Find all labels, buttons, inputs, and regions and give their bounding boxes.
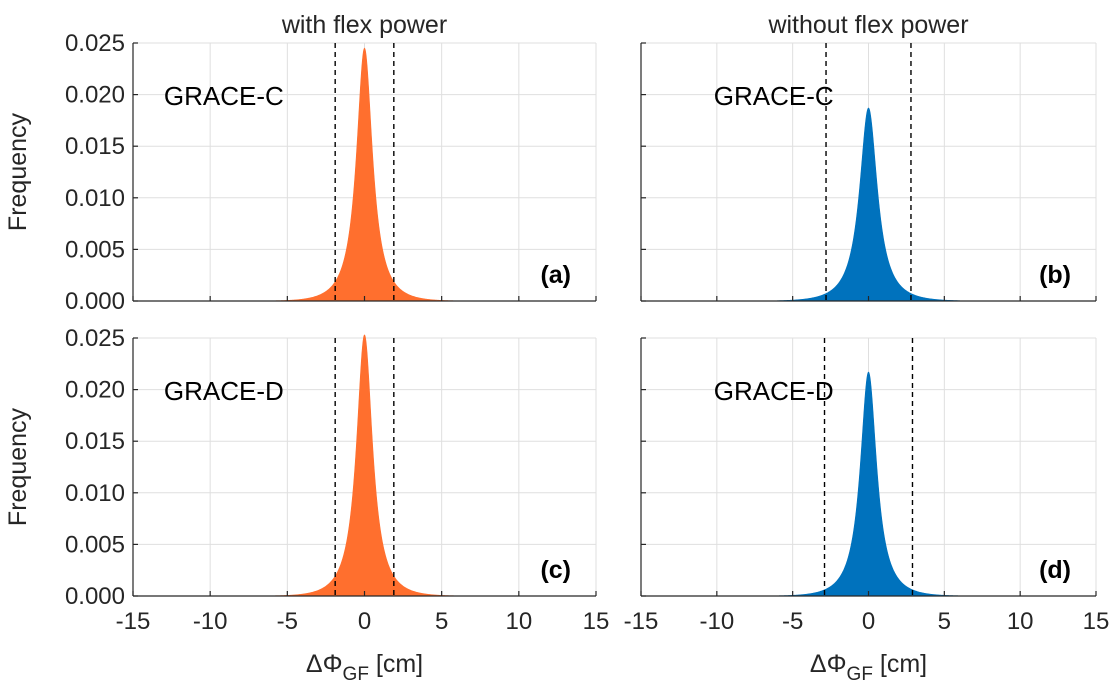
panel-a: 0.000 0.005 0.010 0.015 0.020 0.025 GRACE-C (a): [65, 30, 597, 315]
y-tick-label: 0.020: [65, 377, 125, 404]
satellite-label: GRACE-C: [714, 81, 834, 111]
y-tick-label: 0.020: [65, 82, 125, 109]
x-tick-label: -15: [116, 608, 151, 635]
satellite-label: GRACE-C: [164, 81, 284, 111]
y-tick-label: 0.005: [65, 236, 125, 263]
x-axis-label: ΔΦGF [cm]: [810, 650, 927, 685]
panel-label: (a): [540, 261, 571, 289]
y-tick-label: 0.010: [65, 185, 125, 212]
distribution-area: [777, 107, 960, 302]
y-axis-label: Frequency: [4, 407, 32, 526]
x-tick-label: -5: [782, 608, 803, 635]
y-tick-label: 0.015: [65, 133, 125, 160]
y-tick-label: 0.025: [65, 325, 125, 352]
x-axis-label: ΔΦGF [cm]: [306, 650, 423, 685]
panel-label: (b): [1039, 261, 1071, 289]
x-tick-label: 5: [435, 608, 448, 635]
y-tick-label: 0.015: [65, 428, 125, 455]
x-tick-label: 10: [505, 608, 532, 635]
x-tick-label: 15: [583, 608, 610, 635]
y-tick-label: 0.025: [65, 30, 125, 57]
y-tick-label: 0.000: [65, 583, 125, 610]
y-tick-label: 0.005: [65, 531, 125, 558]
panel-d: -15 -10 -5 0 5 10 15 GRACE-D (d): [624, 337, 1110, 635]
x-tick-label: -10: [193, 608, 228, 635]
x-tick-label: 15: [1083, 608, 1110, 635]
x-axis-unit: [cm]: [369, 650, 423, 678]
column-title: without flex power: [767, 11, 968, 39]
satellite-label: GRACE-D: [714, 376, 834, 406]
x-axis-unit: [cm]: [873, 650, 927, 678]
distribution-area: [271, 47, 458, 302]
y-tick-label: 0.010: [65, 480, 125, 507]
column-title: with flex power: [281, 11, 447, 39]
distribution-area: [777, 371, 960, 597]
x-axis-symbol: ΔΦ: [810, 650, 847, 678]
x-tick-label: 5: [938, 608, 951, 635]
x-axis-subscript: GF: [847, 664, 873, 685]
x-axis-subscript: GF: [343, 664, 369, 685]
panel-b: GRACE-C (b): [640, 42, 1097, 302]
x-tick-label: 0: [358, 608, 371, 635]
satellite-label: GRACE-D: [164, 376, 284, 406]
x-tick-label: 0: [862, 608, 875, 635]
panel-label: (c): [540, 556, 571, 584]
distribution-area: [271, 334, 458, 597]
panel-label: (d): [1039, 556, 1071, 584]
x-tick-label: -10: [699, 608, 734, 635]
x-tick-label: -5: [277, 608, 298, 635]
y-axis-label: Frequency: [4, 112, 32, 231]
x-tick-label: -15: [624, 608, 659, 635]
y-tick-label: 0.000: [65, 288, 125, 315]
x-axis-symbol: ΔΦ: [306, 650, 343, 678]
panel-c: 0.000 0.005 0.010 0.015 0.020 0.025 -15 -10 -5 0 5…: [65, 325, 609, 635]
x-tick-label: 10: [1007, 608, 1034, 635]
